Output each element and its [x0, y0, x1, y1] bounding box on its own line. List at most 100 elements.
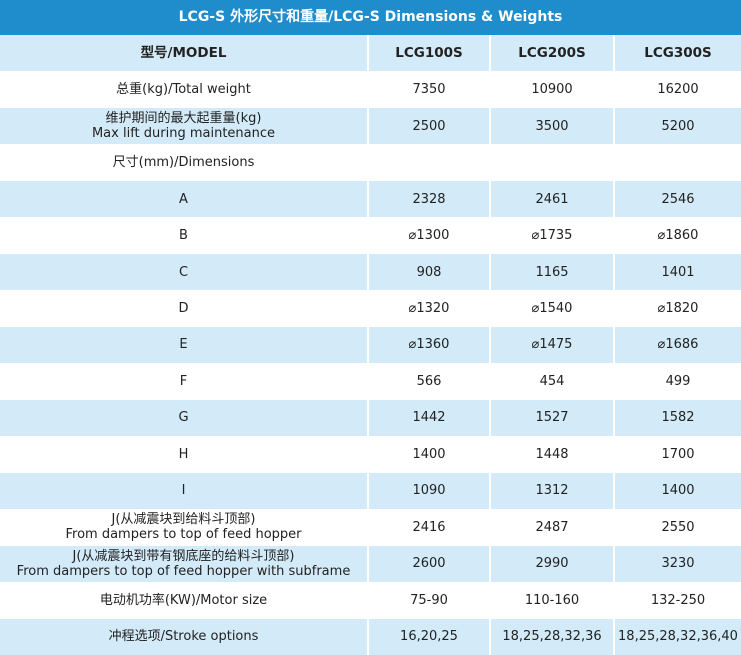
value-cell: ⌀1475 [489, 326, 614, 364]
row-label: 维护期间的最大起重量(kg) Max lift during maintenanc… [0, 107, 368, 145]
value-cell: 1090 [367, 472, 490, 510]
value-cell: 2461 [489, 180, 614, 218]
label-line: G [178, 410, 189, 426]
value-cell: 7350 [367, 71, 490, 108]
label-line: J(从减震块到给料斗顶部) [111, 512, 256, 528]
row-label: E [0, 326, 368, 364]
value-cell: 2416 [367, 509, 490, 546]
header-cell: LCG300S [613, 35, 741, 72]
value-cell: ⌀1686 [613, 326, 741, 364]
table-row: H 1400 1448 1700 [0, 436, 741, 473]
label-line: C [178, 264, 189, 280]
row-label: F [0, 363, 368, 399]
value-cell: 1312 [489, 472, 614, 510]
value-cell: ⌀1320 [367, 290, 490, 327]
value-cell: ⌀1735 [489, 217, 614, 254]
dimensions-table: 型号/MODEL LCG100S LCG200S LCG300S 总重(kg)/Tota… [0, 35, 741, 655]
row-label: C [0, 253, 368, 291]
row-label: D [0, 290, 368, 326]
value-cell: 110-160 [489, 582, 614, 619]
label-line: B [179, 228, 188, 244]
table-row: 维护期间的最大起重量(kg) Max lift during maintenanc… [0, 107, 741, 145]
label-line: From dampers to top of feed hopper with … [16, 563, 351, 579]
label-line: 总重(kg)/Total weight [116, 82, 251, 98]
label-line: From dampers to top of feed hopper [65, 527, 302, 543]
table-row: E ⌀1360 ⌀1475 ⌀1686 [0, 326, 741, 364]
row-label: A [0, 180, 368, 218]
row-label: J(从减震块到给料斗顶部) From dampers to top of feed… [0, 509, 368, 545]
label-line: 尺寸(mm)/Dimensions [112, 155, 255, 171]
table-row: 尺寸(mm)/Dimensions [0, 144, 741, 181]
row-label: 电动机功率(KW)/Motor size [0, 582, 368, 618]
value-cell: ⌀1820 [613, 290, 741, 327]
value-cell: ⌀1540 [489, 290, 614, 327]
value-cell: 454 [489, 363, 614, 400]
value-cell: 1582 [613, 399, 741, 437]
value-cell: 18,25,28,32,36 [489, 618, 614, 655]
table-row: 冲程选项/Stroke options 16,20,25 18,25,28,32,3… [0, 618, 741, 655]
table-row: J(从减震块到带有钢底座的给料斗顶部) From dampers to top o… [0, 545, 741, 583]
label-line: A [179, 191, 188, 207]
value-cell: 1165 [489, 253, 614, 291]
header-cell: 型号/MODEL [0, 35, 368, 72]
value-cell: 75-90 [367, 582, 490, 619]
value-cell: 2550 [613, 509, 741, 546]
value-cell: 908 [367, 253, 490, 291]
value-cell: ⌀1360 [367, 326, 490, 364]
value-cell: 1442 [367, 399, 490, 437]
label-line: F [179, 373, 188, 389]
value-cell: 499 [613, 363, 741, 400]
label-line: J(从减震块到带有钢底座的给料斗顶部) [72, 548, 295, 564]
value-cell: 1448 [489, 436, 614, 473]
value-cell: 2487 [489, 509, 614, 546]
header-row: 型号/MODEL LCG100S LCG200S LCG300S [0, 35, 741, 72]
value-cell: ⌀1860 [613, 217, 741, 254]
row-label: 尺寸(mm)/Dimensions [0, 144, 368, 180]
label-line: I [181, 483, 186, 499]
value-cell: ⌀1300 [367, 217, 490, 254]
value-cell: 5200 [613, 107, 741, 145]
value-cell: 3500 [489, 107, 614, 145]
label-line: Max lift during maintenance [91, 126, 276, 142]
table-row: C 908 1165 1401 [0, 253, 741, 291]
value-cell: 1401 [613, 253, 741, 291]
value-cell: 132-250 [613, 582, 741, 619]
label-line: 电动机功率(KW)/Motor size [99, 592, 268, 608]
row-label: B [0, 217, 368, 253]
row-label: I [0, 472, 368, 510]
table-row: B ⌀1300 ⌀1735 ⌀1860 [0, 217, 741, 254]
value-cell: 18,25,28,32,36,40 [613, 618, 741, 655]
value-cell: 2500 [367, 107, 490, 145]
value-cell: 16200 [613, 71, 741, 108]
value-cell: 10900 [489, 71, 614, 108]
value-cell: 2328 [367, 180, 490, 218]
value-cell: 2546 [613, 180, 741, 218]
row-label: 冲程选项/Stroke options [0, 618, 368, 655]
table-row: G 1442 1527 1582 [0, 399, 741, 437]
label-line: 维护期间的最大起重量(kg) [105, 111, 262, 127]
table-row: I 1090 1312 1400 [0, 472, 741, 510]
value-cell [367, 144, 490, 181]
label-line: D [178, 301, 189, 317]
value-cell: 2600 [367, 545, 490, 583]
label-line: E [179, 337, 188, 353]
value-cell [489, 144, 614, 181]
table-row: A 2328 2461 2546 [0, 180, 741, 218]
value-cell: 3230 [613, 545, 741, 583]
value-cell: 1400 [613, 472, 741, 510]
table-row: 电动机功率(KW)/Motor size 75-90 110-160 132-250 [0, 582, 741, 619]
row-label: 总重(kg)/Total weight [0, 71, 368, 107]
value-cell: 16,20,25 [367, 618, 490, 655]
table-row: D ⌀1320 ⌀1540 ⌀1820 [0, 290, 741, 327]
label-line: H [178, 446, 189, 462]
value-cell: 1700 [613, 436, 741, 473]
row-label: H [0, 436, 368, 472]
table-row: J(从减震块到给料斗顶部) From dampers to top of feed… [0, 509, 741, 546]
table-row: F 566 454 499 [0, 363, 741, 400]
row-label: G [0, 399, 368, 437]
value-cell [613, 144, 741, 181]
header-cell: LCG100S [367, 35, 490, 72]
value-cell: 1527 [489, 399, 614, 437]
label-line: 冲程选项/Stroke options [108, 629, 259, 645]
